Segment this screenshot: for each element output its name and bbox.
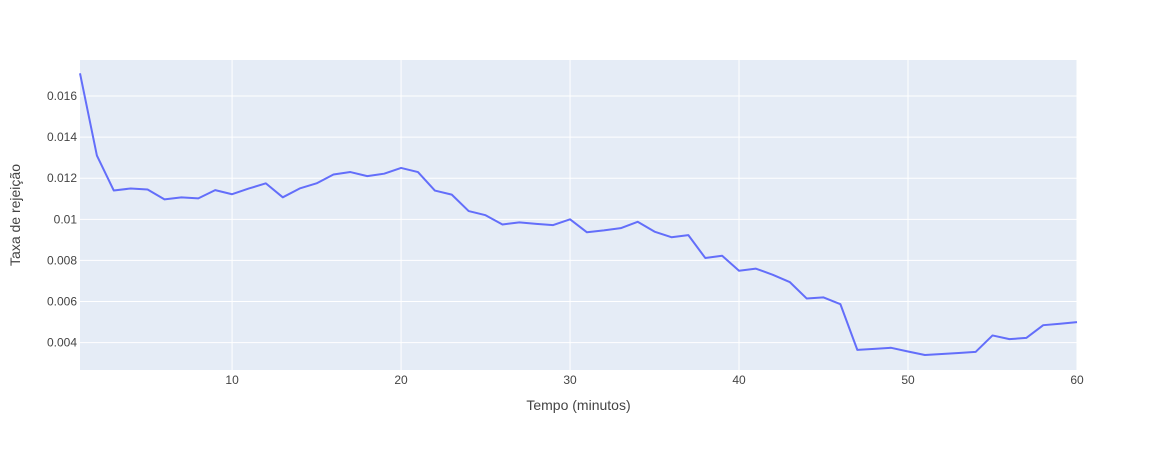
y-axis-ticks: 0.004 0.006 0.008 0.01 0.012 0.014 0.016	[47, 89, 77, 350]
y-tick-label: 0.004	[47, 336, 77, 350]
x-tick-label: 40	[732, 373, 746, 387]
y-tick-label: 0.01	[54, 212, 78, 226]
y-tick-label: 0.008	[47, 253, 77, 267]
x-tick-label: 50	[901, 373, 915, 387]
plot-area	[80, 60, 1077, 370]
x-axis-title: Tempo (minutos)	[526, 397, 630, 413]
y-tick-label: 0.012	[47, 171, 77, 185]
grid	[80, 60, 1078, 370]
x-tick-label: 10	[225, 373, 239, 387]
series-line-0	[79, 73, 1078, 356]
x-axis-ticks: 10 20 30 40 50 60	[225, 373, 1084, 387]
y-tick-label: 0.014	[47, 130, 77, 144]
y-axis-title: Taxa de rejeição	[7, 164, 23, 266]
x-tick-label: 30	[563, 373, 577, 387]
y-tick-label: 0.006	[47, 295, 77, 309]
x-tick-label: 60	[1070, 373, 1084, 387]
y-tick-label: 0.016	[47, 89, 77, 103]
series-layer	[79, 73, 1078, 356]
x-tick-label: 20	[394, 373, 408, 387]
